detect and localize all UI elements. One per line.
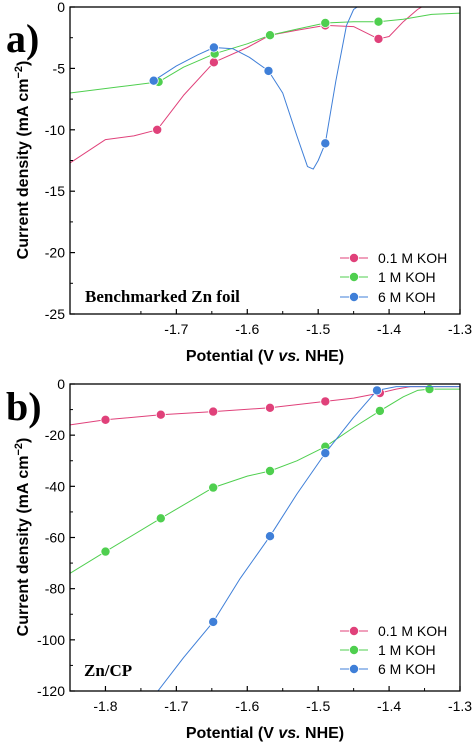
- x-tick-label: -1.4: [377, 698, 401, 714]
- legend-marker-1m-koh: [348, 645, 359, 656]
- legend-label-0.1m-koh: 0.1 M KOH: [378, 623, 447, 639]
- panel-a-chart: a) -1.7 -1.6 -1.5 -1.4 -1.3 0-5-10-15-20-25 …: [6, 0, 472, 365]
- panel-b-annotation: Zn/CP: [84, 661, 132, 680]
- x-tick-label: -1.4: [377, 321, 401, 337]
- legend-marker-1m-koh: [348, 271, 359, 282]
- legend-marker-6m-koh: [348, 664, 359, 675]
- series-line-1m-koh: [70, 388, 460, 574]
- data-point-6m-koh: [320, 448, 331, 459]
- panel-a-legend: 0.1 M KOH 1 M KOH 6 M KOH: [340, 250, 447, 305]
- data-point-1m-koh: [320, 17, 331, 28]
- legend-label-6m-koh: 6 M KOH: [378, 289, 436, 305]
- data-point-0.1m-koh: [208, 57, 219, 68]
- y-tick-label: -60: [45, 530, 65, 546]
- series-line-1m-koh: [70, 12, 460, 94]
- x-tick-label: -1.6: [235, 321, 259, 337]
- panel-a-x-ticks: -1.7 -1.6 -1.5 -1.4 -1.3: [140, 309, 472, 337]
- y-tick-label: -80: [45, 581, 65, 597]
- legend-label-0.1m-koh: 0.1 M KOH: [378, 250, 447, 266]
- data-point-0.1m-koh: [155, 409, 166, 420]
- series-line-6m-koh: [153, 7, 358, 170]
- x-tick-label: -1.5: [306, 698, 330, 714]
- y-tick-label: 0: [57, 0, 65, 15]
- x-tick-label: -1.6: [235, 698, 259, 714]
- y-tick-label: -5: [53, 60, 66, 76]
- panel-b-legend: 0.1 M KOH 1 M KOH 6 M KOH: [340, 623, 447, 677]
- data-point-1m-koh: [208, 482, 219, 493]
- data-point-0.1m-koh: [208, 406, 219, 417]
- legend-label-6m-koh: 6 M KOH: [378, 661, 436, 677]
- data-point-0.1m-koh: [264, 402, 275, 413]
- legend-item-0.1m-koh: 0.1 M KOH: [340, 623, 447, 639]
- data-point-0.1m-koh: [320, 396, 331, 407]
- panel-b-x-ticks: -1.8 -1.7 -1.6 -1.5 -1.4 -1.3: [93, 686, 472, 714]
- y-tick-label: -100: [37, 632, 65, 648]
- panel-b-label: b): [6, 384, 42, 429]
- series-line-6m-koh: [157, 386, 460, 691]
- y-tick-label: -20: [45, 245, 65, 261]
- y-tick-label: -40: [45, 478, 65, 494]
- data-point-1m-koh: [373, 16, 384, 27]
- panel-a-label: a): [6, 16, 39, 61]
- panel-a-plot-area: -1.7 -1.6 -1.5 -1.4 -1.3 0 -5 -10 -15 -20 -25: [45, 0, 473, 337]
- panel-b-chart: b) -1.8 -1.7 -1.6 -1.5 -1.4 -1.3 0 -20 -40 -60 -8…: [6, 376, 472, 742]
- data-point-1m-koh: [264, 30, 275, 41]
- data-point-1m-koh: [155, 513, 166, 524]
- panel-a-x-axis-label: Potential (V vs. NHE): [186, 348, 344, 365]
- x-tick-label: -1.5: [306, 321, 330, 337]
- panel-b-x-axis-label: Potential (V vs. NHE): [186, 725, 344, 742]
- series-line-0.1m-koh: [70, 386, 460, 426]
- legend-item-6m-koh: 6 M KOH: [340, 661, 436, 677]
- panel-a-series-layer: [70, 7, 460, 170]
- data-point-6m-koh: [208, 42, 219, 53]
- legend-item-0.1m-koh: 0.1 M KOH: [340, 250, 447, 266]
- legend-item-1m-koh: 1 M KOH: [340, 642, 436, 658]
- data-point-6m-koh: [320, 138, 331, 149]
- legend-marker-0.1m-koh: [348, 252, 359, 263]
- data-point-6m-koh: [264, 531, 275, 542]
- data-point-1m-koh: [264, 465, 275, 476]
- legend-marker-0.1m-koh: [348, 626, 359, 637]
- panel-b-y-ticks: 0 -20 -40 -60 -80 -100 -120: [37, 376, 75, 699]
- panel-a-y-ticks: 0 -5 -10 -15 -20 -25: [45, 0, 75, 322]
- data-point-1m-koh: [100, 546, 111, 557]
- y-tick-label: -15: [45, 183, 65, 199]
- panel-b-y-axis-label: Current density (mA cm−2): [13, 438, 32, 637]
- y-tick-label: -25: [45, 306, 65, 322]
- x-tick-label: -1.8: [93, 698, 117, 714]
- legend-item-1m-koh: 1 M KOH: [340, 269, 436, 285]
- panel-b-plot-area: -1.8 -1.7 -1.6 -1.5 -1.4 -1.3 0 -20 -40 -60 -80 -1…: [37, 376, 472, 714]
- panel-b-series-layer: [70, 384, 460, 691]
- panel-a-annotation: Benchmarked Zn foil: [85, 287, 240, 306]
- data-point-6m-koh: [148, 75, 159, 86]
- y-tick-label: -120: [37, 683, 65, 699]
- panel-a-axes-frame: [69, 6, 461, 315]
- data-point-6m-koh: [208, 616, 219, 627]
- legend-item-6m-koh: 6 M KOH: [340, 289, 436, 305]
- x-tick-label: -1.7: [164, 321, 188, 337]
- y-tick-label: -10: [45, 122, 65, 138]
- data-point-6m-koh: [263, 65, 274, 76]
- legend-marker-6m-koh: [348, 291, 359, 302]
- y-tick-label: 0: [57, 376, 65, 392]
- legend-label-1m-koh: 1 M KOH: [378, 269, 436, 285]
- data-point-0.1m-koh: [100, 414, 111, 425]
- data-point-0.1m-koh: [152, 124, 163, 135]
- x-tick-label: -1.3: [448, 321, 472, 337]
- data-point-1m-koh: [374, 405, 385, 416]
- panel-a-y-axis-label: Current density (mA cm−2): [13, 61, 32, 260]
- data-point-1m-koh: [424, 384, 435, 395]
- series-line-0.1m-koh: [70, 7, 422, 164]
- data-point-6m-koh: [371, 385, 382, 396]
- y-tick-label: -20: [45, 427, 65, 443]
- x-tick-label: -1.7: [164, 698, 188, 714]
- x-tick-label: -1.3: [448, 698, 472, 714]
- legend-label-1m-koh: 1 M KOH: [378, 642, 436, 658]
- data-point-0.1m-koh: [373, 33, 384, 44]
